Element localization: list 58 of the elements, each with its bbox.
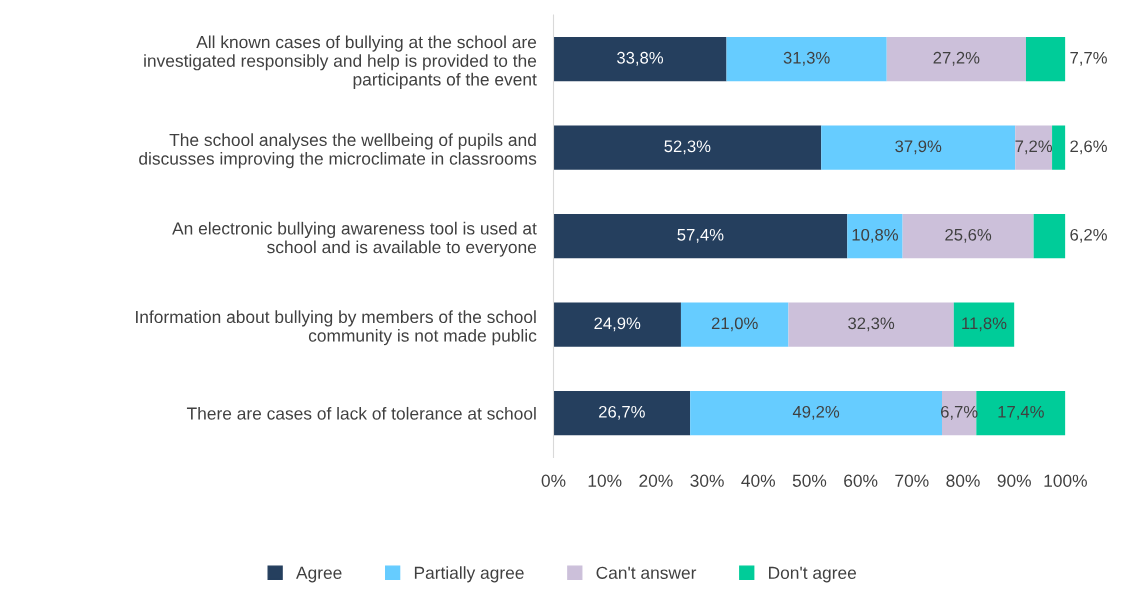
bar [553,214,848,259]
x-tick-label: 60% [844,474,878,487]
y-tick-label: There are cases of lack of tolerance at school [186,406,536,420]
bar [553,125,822,170]
bar [680,302,789,347]
bar [886,37,1026,82]
data-label: 25,6% [945,228,992,243]
bar [553,391,691,436]
bar [847,214,903,259]
x-tick-label: 20% [639,474,673,487]
bar [976,391,1066,436]
data-label: 33,8% [617,51,664,66]
y-tick-label: All known cases of bullying at the school are investigated responsibly and help is provided to the participants of the event [144,35,537,90]
data-label: 7,7% [1070,51,1107,66]
data-label: 10,8% [852,228,898,243]
data-label: 52,3% [664,140,711,155]
legend-label: Agree [296,566,342,583]
data-label: 57,4% [677,228,724,243]
data-label: 24,9% [594,317,641,332]
data-label: 32,3% [848,317,895,332]
x-tick-label: 30% [690,474,724,487]
bar [553,37,727,82]
data-label: 6,2% [1070,228,1107,243]
x-tick-label: 90% [997,474,1031,487]
x-tick-label: 70% [895,474,929,487]
data-label: 37,9% [895,140,942,155]
data-label: 21,0% [711,317,758,332]
bar [821,125,1016,170]
x-tick-label: 40% [741,474,776,487]
x-tick-label: 80% [946,474,980,487]
data-label: 31,3% [783,51,830,66]
bar [902,214,1034,259]
bar [953,302,1015,347]
bar [788,302,954,347]
bar [1025,37,1066,82]
y-tick-label: An electronic bullying awareness tool is used at school and is available to everyone [172,221,537,257]
y-tick-label: Information about bullying by members of the school community is not made public [136,310,537,346]
legend-label: Don't agree [769,566,857,583]
data-label: 49,2% [792,405,840,420]
y-tick-label: The school analyses the wellbeing of pupils and discusses improving the microclimate in classrooms [139,133,537,169]
data-label: 17,4% [998,405,1044,420]
data-label: 11,8% [962,317,1007,332]
bar [553,302,681,347]
bar [1015,125,1053,170]
data-label: 26,7% [599,405,645,420]
x-tick-label: 0% [541,474,566,487]
bar [1052,125,1066,170]
data-label: 2,6% [1070,140,1107,155]
legend-label: Partially agree [414,566,524,583]
x-tick-label: 10% [588,474,622,487]
bar [726,37,887,82]
data-label: 27,2% [933,51,980,66]
legend-label: Can't answer [596,566,697,579]
data-label: 7,2% [1015,140,1053,155]
x-tick-label: 50% [792,474,827,487]
bar [1033,214,1066,259]
bar [690,391,943,436]
x-tick-label: 100% [1044,474,1087,487]
